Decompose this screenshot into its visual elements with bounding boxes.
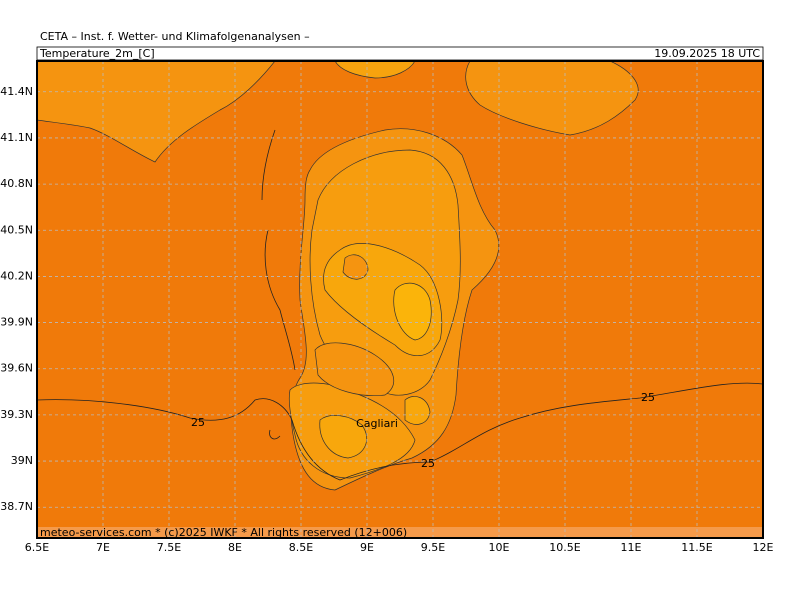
warm-region	[334, 61, 416, 79]
footer-strip	[37, 527, 763, 538]
lat-tick-label: 39.9N	[0, 316, 33, 329]
contour-label: 25	[421, 457, 435, 470]
lat-tick-label: 38.7N	[0, 500, 33, 513]
institute-header: CETA – Inst. f. Wetter- und Klimafolgena…	[40, 30, 310, 43]
lat-tick-label: 39N	[11, 454, 33, 467]
map-frame	[36, 60, 764, 539]
lat-tick-label: 40.8N	[0, 177, 33, 190]
contour-label: 25	[641, 391, 655, 404]
lon-tick-label: 12E	[753, 541, 774, 554]
lon-tick-label: 11.5E	[681, 541, 712, 554]
cool-pocket	[314, 342, 395, 396]
cool-pocket	[342, 254, 369, 280]
lon-tick-label: 8.5E	[289, 541, 313, 554]
lon-tick-label: 11E	[621, 541, 642, 554]
city-label: Cagliari	[356, 417, 398, 430]
warm-region	[465, 61, 639, 136]
field-layer: meteo-services.com * (c)2025 IWKF * All …	[37, 61, 763, 539]
warm-core	[393, 282, 432, 341]
lat-tick-label: 40.5N	[0, 223, 33, 236]
warm-region	[37, 61, 276, 163]
contour-label: 25	[191, 416, 205, 429]
lon-tick-label: 10E	[489, 541, 510, 554]
lon-tick-label: 8E	[228, 541, 242, 554]
lat-tick-label: 41.4N	[0, 85, 33, 98]
lon-tick-label: 9E	[360, 541, 374, 554]
footer-credit: meteo-services.com * (c)2025 IWKF * All …	[40, 526, 407, 539]
field-title: Temperature_2m_[C]	[39, 47, 155, 60]
warm-region	[319, 415, 367, 459]
lon-tick-label: 10.5E	[549, 541, 580, 554]
lon-tick-label: 7.5E	[157, 541, 181, 554]
lon-tick-label: 6.5E	[25, 541, 49, 554]
isotherm	[37, 382, 763, 481]
coastline	[261, 129, 296, 440]
lon-tick-label: 7E	[96, 541, 110, 554]
lat-tick-label: 40.2N	[0, 269, 33, 282]
lat-tick-label: 39.3N	[0, 408, 33, 421]
lon-tick-label: 9.5E	[421, 541, 445, 554]
lat-tick-label: 41.1N	[0, 131, 33, 144]
warm-region	[404, 396, 431, 425]
valid-time: 19.09.2025 18 UTC	[654, 47, 760, 60]
lat-tick-label: 39.6N	[0, 362, 33, 375]
